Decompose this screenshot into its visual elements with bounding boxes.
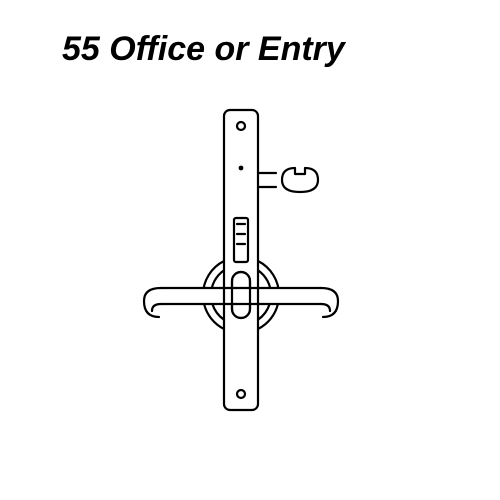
- lock-diagram: [0, 0, 500, 500]
- diagram-canvas: 55 Office or Entry: [0, 0, 500, 500]
